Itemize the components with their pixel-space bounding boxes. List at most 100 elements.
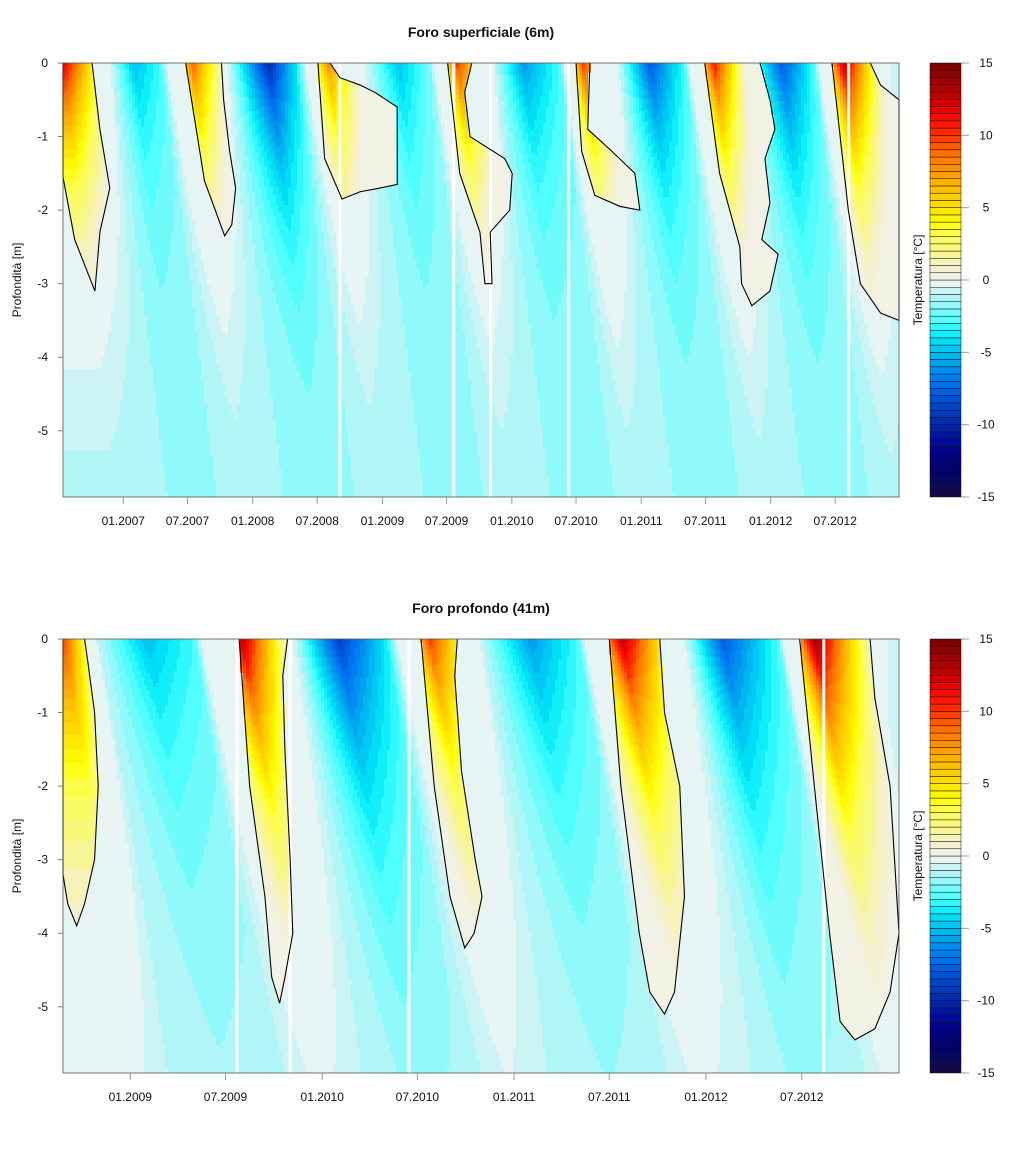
heatmap-cell — [198, 133, 202, 142]
heatmap-cell — [711, 689, 715, 704]
heatmap-cell — [207, 1023, 211, 1074]
heatmap-cell — [330, 649, 334, 658]
heatmap-cell — [591, 153, 595, 162]
heatmap-cell — [66, 735, 70, 750]
heatmap-cell — [654, 343, 658, 498]
heatmap-cell — [258, 829, 262, 846]
heatmap-cell — [363, 303, 367, 394]
heatmap-cell — [636, 97, 640, 114]
heatmap-cell — [330, 809, 334, 858]
heatmap-cell — [372, 91, 376, 190]
heatmap-cell — [192, 79, 196, 84]
heatmap-cell — [534, 687, 538, 704]
heatmap-cell — [273, 855, 277, 872]
heatmap-cell — [651, 119, 655, 130]
heatmap-cell — [849, 63, 853, 68]
heatmap-cell — [336, 75, 340, 86]
heatmap-cell — [594, 341, 598, 498]
heatmap-cell — [798, 307, 802, 464]
heatmap-cell — [186, 639, 190, 688]
heatmap-cell — [837, 247, 841, 498]
heatmap-cell — [72, 103, 76, 116]
heatmap-cell — [282, 73, 286, 102]
heatmap-cell — [378, 673, 382, 750]
heatmap-cell — [630, 639, 634, 652]
heatmap-cell — [321, 719, 325, 740]
heatmap-cell — [267, 125, 271, 136]
heatmap-cell — [783, 65, 787, 82]
heatmap-cell — [102, 217, 106, 358]
heatmap-cell — [666, 257, 670, 306]
heatmap-cell — [510, 881, 514, 1074]
heatmap-cell — [642, 719, 646, 740]
heatmap-cell — [231, 293, 235, 414]
heatmap-cell — [468, 639, 472, 824]
heatmap-cell — [426, 63, 430, 284]
heatmap-cell — [564, 75, 568, 84]
heatmap-cell — [261, 741, 265, 760]
heatmap-cell — [696, 173, 700, 296]
heatmap-cell — [339, 733, 343, 750]
heatmap-cell — [600, 391, 604, 498]
heatmap-cell — [249, 737, 253, 744]
heatmap-cell — [528, 325, 532, 498]
heatmap-cell — [303, 1065, 307, 1074]
heatmap-cell — [429, 711, 433, 720]
heatmap-cell — [426, 711, 430, 794]
heatmap-cell — [666, 443, 670, 498]
heatmap-cell — [342, 775, 346, 798]
heatmap-cell — [105, 687, 109, 700]
heatmap-cell — [255, 759, 259, 768]
heatmap-cell — [582, 115, 586, 120]
heatmap-cell — [573, 709, 577, 826]
heatmap-cell — [582, 63, 586, 68]
heatmap-cell — [165, 757, 169, 788]
heatmap-cell — [387, 85, 391, 102]
heatmap-cell — [294, 363, 298, 498]
heatmap-cell — [798, 227, 802, 260]
heatmap-cell — [675, 937, 679, 968]
heatmap-cell — [327, 743, 331, 766]
heatmap-cell — [522, 709, 526, 734]
heatmap-cell — [360, 639, 364, 644]
heatmap-cell — [714, 227, 718, 256]
heatmap-cell — [456, 849, 460, 868]
heatmap-cell — [363, 837, 367, 864]
heatmap-cell — [855, 165, 859, 176]
heatmap-cell — [231, 71, 235, 96]
heatmap-cell — [219, 1049, 223, 1074]
heatmap-cell — [198, 149, 202, 250]
heatmap-cell — [555, 105, 559, 194]
heatmap-cell — [264, 983, 268, 1074]
heatmap-cell — [84, 187, 88, 212]
heatmap-cell — [822, 63, 826, 102]
heatmap-cell — [594, 137, 598, 158]
heatmap-cell — [327, 685, 331, 698]
heatmap-cell — [765, 219, 769, 244]
heatmap-cell — [144, 651, 148, 668]
heatmap-cell — [192, 113, 196, 222]
heatmap-cell — [627, 209, 631, 426]
heatmap-cell — [717, 81, 721, 92]
heatmap-cell — [651, 99, 655, 110]
y-tick-label: -4 — [37, 350, 48, 364]
heatmap-cell — [414, 209, 418, 260]
heatmap-cell — [150, 721, 154, 750]
heatmap-cell — [195, 101, 199, 108]
heatmap-cell — [168, 255, 172, 498]
heatmap-cell — [339, 649, 343, 658]
heatmap-cell — [225, 809, 229, 1032]
heatmap-cell — [633, 83, 637, 98]
heatmap-cell — [351, 803, 355, 828]
heatmap-cell — [624, 165, 628, 208]
heatmap-cell — [627, 803, 631, 818]
heatmap-cell — [612, 489, 616, 498]
heatmap-cell — [237, 849, 241, 886]
heatmap-cell — [750, 305, 754, 352]
heatmap-cell — [186, 65, 190, 70]
heatmap-cell — [210, 113, 214, 144]
heatmap-cell — [864, 117, 868, 138]
heatmap-cell — [639, 843, 643, 862]
heatmap-cell — [447, 989, 451, 1068]
heatmap-cell — [105, 451, 109, 498]
